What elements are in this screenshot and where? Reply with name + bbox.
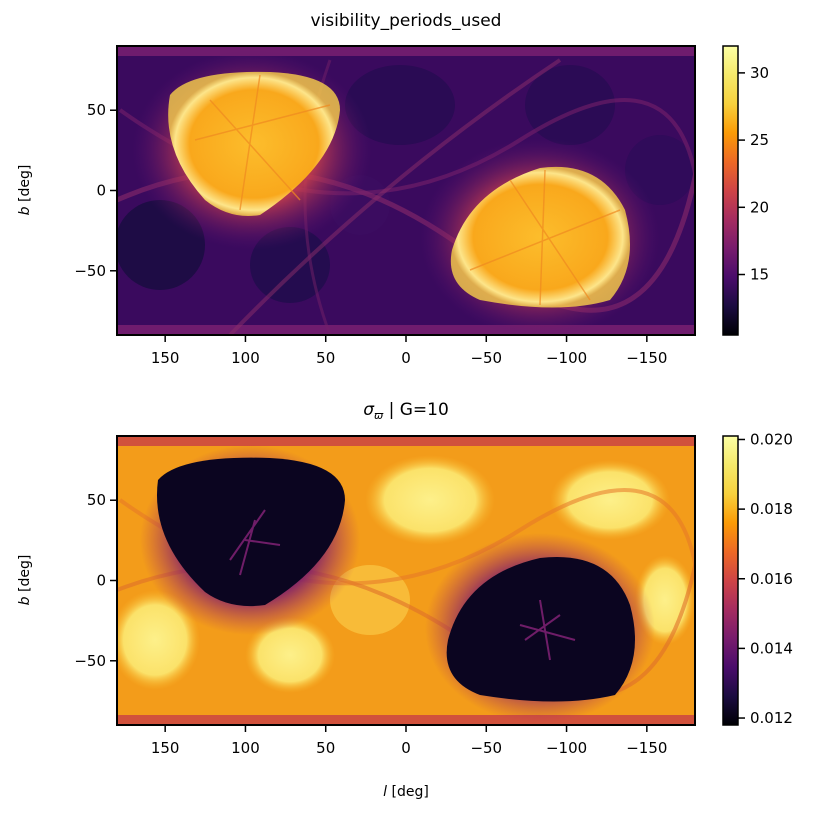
panel1-x-tick-label: 100 bbox=[231, 349, 260, 367]
panel1-edge-band bbox=[117, 46, 695, 56]
panel2-colorbar-tick-label: 0.012 bbox=[750, 709, 793, 727]
panel1-region bbox=[525, 65, 615, 145]
panel1-scan-streak bbox=[228, 58, 562, 335]
panel2-x-tick-label: −100 bbox=[546, 739, 587, 757]
panel2-patch bbox=[245, 617, 335, 693]
panel2-colorbar bbox=[722, 435, 739, 726]
panel1-blob-streak bbox=[194, 74, 331, 211]
panel2-blob-streak bbox=[519, 599, 576, 661]
panel2-x-label: l [deg] bbox=[383, 784, 429, 800]
panel1-y-ticks: 50 0 −50 bbox=[74, 101, 117, 280]
panel2-patch bbox=[365, 455, 495, 545]
panel2-x-tick-label: 100 bbox=[231, 739, 260, 757]
panel2-x-tick-label: 150 bbox=[151, 739, 180, 757]
panel1-colorbar-tick-label: 30 bbox=[750, 64, 769, 82]
panel1-x-tick-label: −50 bbox=[470, 349, 502, 367]
panel1-x-tick-label: −150 bbox=[626, 349, 667, 367]
panel2-y-tick-label: 0 bbox=[96, 572, 106, 590]
panel2-heatmap bbox=[117, 436, 695, 725]
panel2-colorbar-tick-label: 0.016 bbox=[750, 570, 793, 588]
panel1-bright-blob-lower-right bbox=[450, 166, 630, 308]
panel1-y-tick-label: −50 bbox=[74, 262, 106, 280]
panel2-colorbar-tick-label: 0.014 bbox=[750, 639, 793, 657]
panel2-x-tick-label: −150 bbox=[626, 739, 667, 757]
panel2-colorbar-tick-label: 0.020 bbox=[750, 430, 793, 448]
panel2-y-label: b [deg] bbox=[17, 555, 33, 606]
panel1-blob-streak bbox=[469, 169, 621, 306]
panel-visibility-periods: visibility_periods_used bbox=[17, 11, 769, 367]
panel2-patch bbox=[550, 460, 670, 540]
panel1-edge-band bbox=[117, 325, 695, 335]
panel2-x-tick-label: 50 bbox=[316, 739, 335, 757]
panel1-y-label: b [deg] bbox=[17, 165, 33, 216]
panel2-x-tick-label: −50 bbox=[470, 739, 502, 757]
panel2-edge-band bbox=[117, 436, 695, 446]
panel1-y-tick-label: 50 bbox=[87, 101, 106, 119]
panel1-title: visibility_periods_used bbox=[311, 11, 502, 31]
panel2-colorbar-ticks: 0.012 0.014 0.016 0.018 0.020 bbox=[738, 430, 793, 727]
panel2-y-tick-label: 50 bbox=[87, 491, 106, 509]
panel1-x-tick-label: 150 bbox=[151, 349, 180, 367]
panel2-y-ticks: 50 0 −50 bbox=[74, 491, 117, 670]
panel1-bright-blob-upper-left bbox=[168, 71, 340, 216]
panel2-title: σϖ | G=10 bbox=[363, 400, 449, 422]
panel1-colorbar-tick-label: 15 bbox=[750, 266, 769, 284]
panel2-x-tick-label: 0 bbox=[401, 739, 411, 757]
panel2-patch bbox=[117, 590, 200, 690]
panel2-x-ticks: 150 100 50 0 −50 −100 −150 bbox=[151, 725, 667, 757]
panel1-y-tick-label: 0 bbox=[96, 182, 106, 200]
panel2-y-tick-label: −50 bbox=[74, 652, 106, 670]
panel2-edge-band bbox=[117, 715, 695, 725]
panel1-x-tick-label: −100 bbox=[546, 349, 587, 367]
panel1-region bbox=[345, 65, 455, 145]
panel-parallax-error: σϖ | G=10 150 100 50 0 −50 −10 bbox=[17, 400, 793, 800]
panel1-colorbar-tick-label: 20 bbox=[750, 198, 769, 216]
panel2-blob-streak bbox=[229, 509, 281, 576]
panel1-heatmap bbox=[117, 46, 695, 335]
panel1-colorbar-tick-label: 25 bbox=[750, 131, 769, 149]
panel1-x-tick-label: 50 bbox=[316, 349, 335, 367]
panel1-x-ticks: 150 100 50 0 −50 −100 −150 bbox=[151, 335, 667, 367]
panel2-colorbar-tick-label: 0.018 bbox=[750, 500, 793, 518]
panel1-colorbar bbox=[722, 45, 739, 336]
panel1-x-tick-label: 0 bbox=[401, 349, 411, 367]
panel1-colorbar-ticks: 15 20 25 30 bbox=[738, 64, 769, 284]
